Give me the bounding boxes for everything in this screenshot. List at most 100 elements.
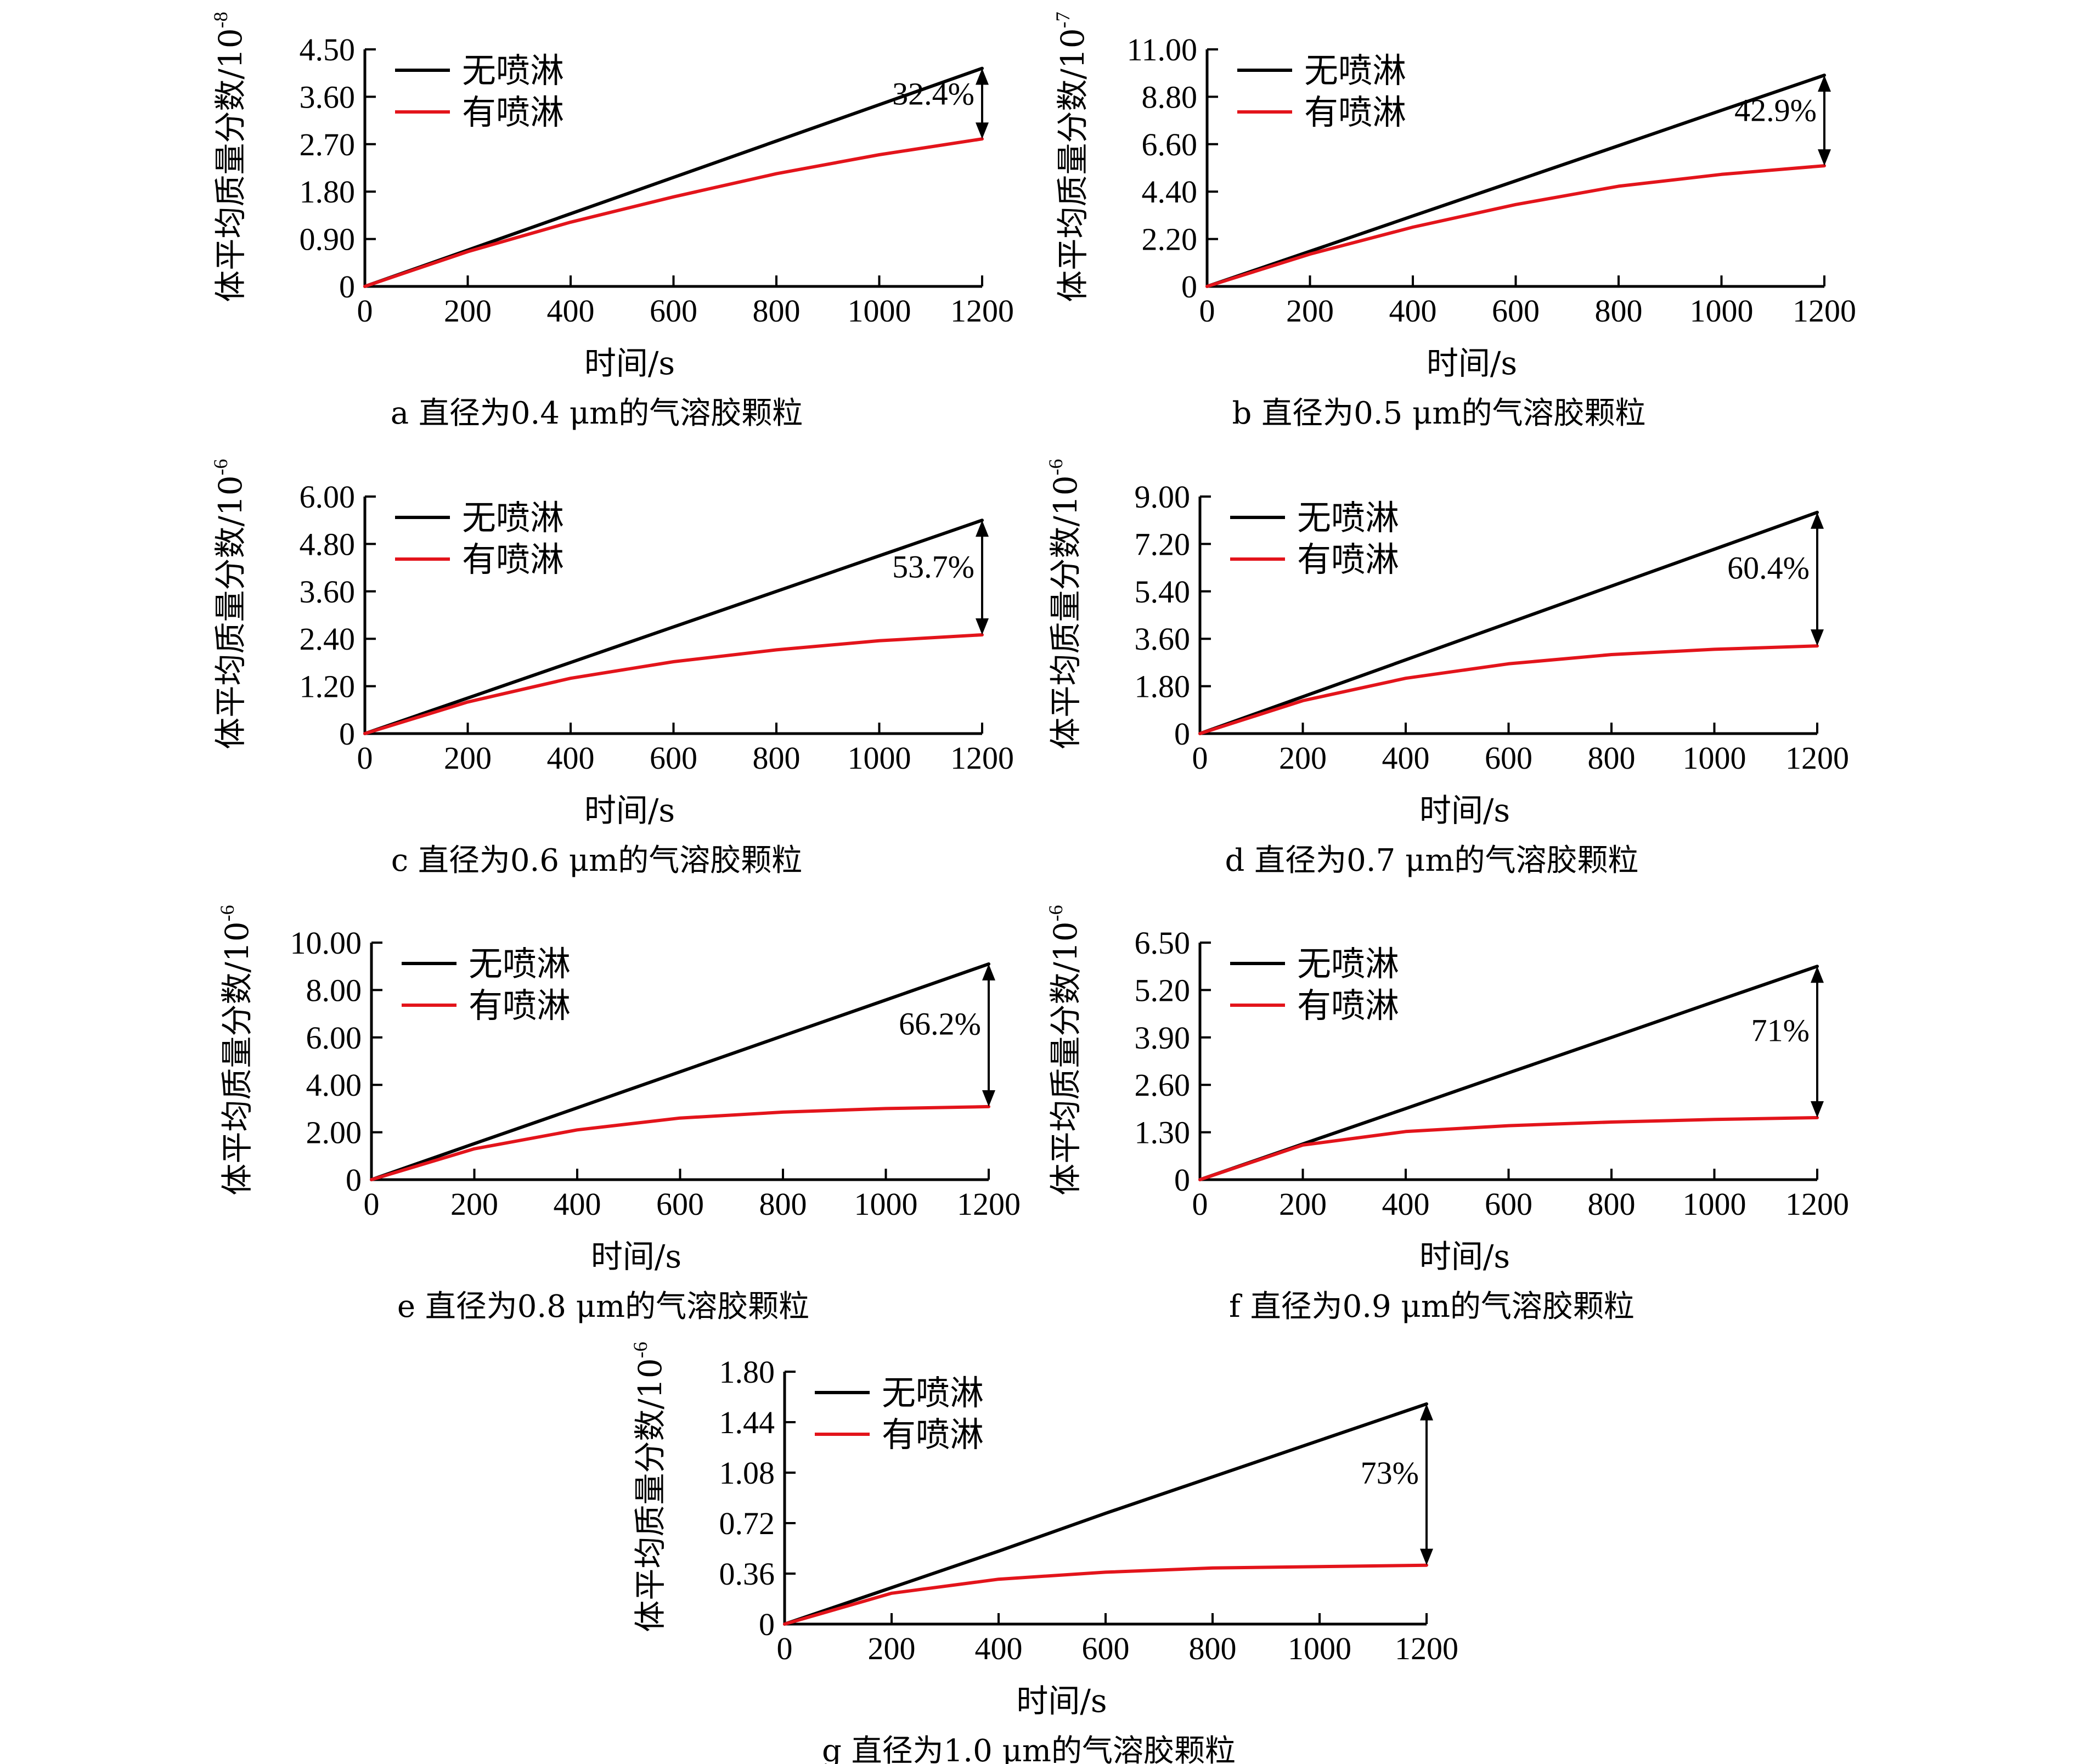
panel-caption: a 直径为0.4 μm的气溶胶颗粒 <box>391 396 803 431</box>
x-tick-label: 0 <box>357 740 373 776</box>
y-tick-label: 0.36 <box>719 1556 775 1592</box>
x-tick-label: 400 <box>547 293 595 329</box>
reduction-percent: 32.4% <box>892 76 974 111</box>
x-tick-label: 200 <box>450 1186 498 1222</box>
x-axis-label: 时间/s <box>1419 792 1510 829</box>
series-line-no-spray <box>370 962 990 1181</box>
legend-label: 有喷淋 <box>1297 985 1399 1025</box>
x-tick-label: 1200 <box>1785 740 1849 776</box>
y-tick-label: 4.00 <box>306 1067 362 1103</box>
arrow-head-down <box>976 618 989 635</box>
arrow-head-up <box>976 520 989 537</box>
y-tick-label: 11.00 <box>1127 32 1197 67</box>
y-axis-label: 体平均质量分数/10-6 <box>629 1342 669 1632</box>
reduction-percent: 53.7% <box>892 549 974 584</box>
x-tick-label: 1000 <box>854 1186 918 1222</box>
series-line-spray <box>1198 1116 1819 1181</box>
y-tick-label: 3.60 <box>1135 621 1191 657</box>
chart-panel-c: 0 200 400 600 800 1000 120001.202.403.604.806.… <box>210 459 1014 878</box>
x-axis-label: 时间/s <box>584 792 675 829</box>
x-tick-label: 1000 <box>848 740 911 776</box>
chart-panel-d: 0 200 400 600 800 1000 120001.803.605.407.209.… <box>1045 459 1849 878</box>
x-tick-label: 200 <box>1279 740 1327 776</box>
x-tick-label: 0 <box>1199 293 1215 329</box>
x-axis-label: 时间/s <box>591 1238 681 1275</box>
x-tick-label: 800 <box>753 740 801 776</box>
reduction-percent: 73% <box>1361 1455 1419 1491</box>
y-tick-label: 10.00 <box>290 925 362 961</box>
y-axis-label-exponent: -6 <box>629 1342 651 1358</box>
y-tick-label: 8.80 <box>1142 79 1198 115</box>
x-tick-label: 1200 <box>950 740 1014 776</box>
y-axis-label-exponent: -6 <box>1045 459 1067 475</box>
y-axis-label-text: 体平均质量分数/10 <box>1047 921 1084 1195</box>
y-tick-label: 0 <box>1174 716 1190 752</box>
legend-label: 有喷淋 <box>462 92 564 132</box>
legend-label: 无喷淋 <box>882 1373 984 1413</box>
series-line-no-spray <box>1205 74 1826 288</box>
x-tick-label: 0 <box>1192 740 1208 776</box>
y-tick-label: 1.08 <box>719 1455 775 1491</box>
legend-label: 无喷淋 <box>462 498 564 538</box>
y-tick-label: 3.60 <box>300 79 356 115</box>
y-tick-label: 1.80 <box>1135 669 1191 705</box>
x-tick-label: 200 <box>1286 293 1334 329</box>
y-tick-label: 4.80 <box>300 526 356 562</box>
y-axis-label-text: 体平均质量分数/10 <box>212 475 249 749</box>
legend-label: 有喷淋 <box>1304 92 1406 132</box>
y-axis-label-text: 体平均质量分数/10 <box>1054 28 1091 302</box>
y-axis-label-exponent: -6 <box>210 459 232 475</box>
panel-caption: c 直径为0.6 μm的气溶胶颗粒 <box>391 843 803 878</box>
series-line-spray <box>1198 644 1819 735</box>
x-tick-label: 600 <box>650 740 697 776</box>
x-axis-label: 时间/s <box>1419 1238 1510 1275</box>
x-tick-label: 400 <box>554 1186 601 1222</box>
x-tick-label: 200 <box>444 293 492 329</box>
y-tick-label: 6.50 <box>1135 925 1191 961</box>
arrow-head-up <box>1818 75 1831 92</box>
arrow-head-up <box>1811 512 1824 529</box>
y-tick-label: 5.20 <box>1135 972 1191 1008</box>
x-tick-label: 400 <box>1382 740 1430 776</box>
y-tick-label: 6.00 <box>300 479 356 515</box>
x-tick-label: 600 <box>1485 1186 1532 1222</box>
reduction-percent: 60.4% <box>1727 550 1810 586</box>
x-tick-label: 1000 <box>1683 1186 1746 1222</box>
arrow-head-up <box>976 68 989 85</box>
x-tick-label: 1000 <box>848 293 911 329</box>
y-tick-label: 2.00 <box>306 1115 362 1151</box>
x-tick-label: 400 <box>547 740 595 776</box>
legend-label: 有喷淋 <box>462 539 564 579</box>
y-tick-label: 5.40 <box>1135 574 1191 610</box>
y-tick-label: 0 <box>1174 1162 1190 1198</box>
chart-panel-a: 0 200 400 600 800 1000 1200 0 0.90 1.80 2.70 3.60 4.… <box>210 12 1014 431</box>
chart-panel-e: 0 200 400 600 800 1000 120002.004.006.008.0010… <box>216 905 1021 1325</box>
y-tick-label: 3.60 <box>300 574 356 610</box>
x-tick-label: 1000 <box>1288 1631 1351 1666</box>
x-tick-label: 600 <box>1485 740 1532 776</box>
arrow-head-down <box>976 122 989 139</box>
legend-label: 无喷淋 <box>462 50 564 91</box>
legend-label: 无喷淋 <box>1297 944 1399 984</box>
x-tick-label: 1200 <box>1793 293 1856 329</box>
y-tick-label: 2.60 <box>1135 1067 1191 1103</box>
y-tick-label: 1.20 <box>300 669 356 705</box>
reduction-percent: 42.9% <box>1734 92 1817 128</box>
y-axis-label: 体平均质量分数/10-6 <box>1045 905 1084 1195</box>
y-tick-label: 9.00 <box>1135 479 1191 515</box>
panel-caption: d 直径为0.7 μm的气溶胶颗粒 <box>1225 843 1638 878</box>
y-tick-label: 7.20 <box>1135 526 1191 562</box>
y-axis-label: 体平均质量分数/10-8 <box>210 12 249 302</box>
x-tick-label: 400 <box>1382 1186 1430 1222</box>
x-tick-label: 600 <box>650 293 697 329</box>
y-tick-label: 1.80 <box>719 1354 775 1390</box>
x-tick-label: 0 <box>777 1631 793 1666</box>
y-tick-label: 3.90 <box>1135 1020 1191 1056</box>
arrow-head-down <box>1818 149 1831 166</box>
y-tick-label: 1.80 <box>300 174 356 210</box>
x-tick-label: 800 <box>1189 1631 1237 1666</box>
arrow-head-down <box>1811 1101 1824 1118</box>
reduction-percent: 71% <box>1751 1013 1810 1049</box>
arrow-head-down <box>1811 629 1824 646</box>
